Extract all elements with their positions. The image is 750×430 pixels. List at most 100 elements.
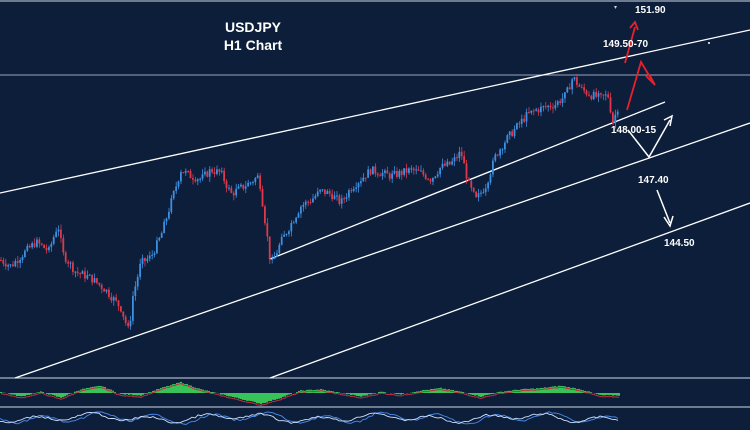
candle-body xyxy=(362,177,365,182)
candle-body xyxy=(518,123,521,125)
oscillator-bar xyxy=(130,393,132,395)
candle-body xyxy=(40,243,43,245)
candle-body xyxy=(88,274,91,276)
oscillator-bar xyxy=(170,385,172,393)
candle-body xyxy=(494,154,497,161)
candle-body xyxy=(163,221,165,234)
oscillator-bar xyxy=(48,393,50,395)
candle-body xyxy=(259,175,261,189)
candle-body xyxy=(160,233,163,238)
candle-body xyxy=(398,170,401,177)
oscillator-bar xyxy=(50,393,52,395)
chart-title: USDJPY xyxy=(225,19,282,35)
oscillator-bar xyxy=(120,393,122,394)
candle-body xyxy=(220,170,223,172)
candle-body xyxy=(48,247,50,251)
oscillator-bar xyxy=(494,393,496,394)
candle-body xyxy=(153,253,156,255)
candle-body xyxy=(552,107,554,109)
candle-body xyxy=(400,170,403,175)
candle-body xyxy=(297,213,300,218)
oscillator-bar xyxy=(608,393,610,396)
candle-body xyxy=(50,243,53,248)
oscillator-bar xyxy=(240,393,242,400)
candle-body xyxy=(91,274,93,283)
oscillator-bar xyxy=(402,393,404,394)
oscillator-bar xyxy=(610,393,612,395)
oscillator-bar xyxy=(230,393,232,397)
oscillator-bar xyxy=(100,386,102,393)
candle-body xyxy=(278,244,281,254)
candle-body xyxy=(384,170,386,173)
candle-body xyxy=(129,320,132,327)
oscillator-bar xyxy=(470,393,472,395)
oscillator-bar xyxy=(194,387,196,393)
oscillator-bar xyxy=(164,386,166,393)
oscillator-bar xyxy=(506,391,508,393)
candle-body xyxy=(60,229,62,239)
oscillator-bar xyxy=(232,393,234,398)
oscillator-bar xyxy=(378,391,380,393)
candle-body xyxy=(108,289,110,297)
candle-body xyxy=(525,112,528,122)
oscillator-bar xyxy=(54,393,56,396)
oscillator-bar xyxy=(556,386,558,393)
candle-body xyxy=(69,262,72,264)
candle-body xyxy=(535,109,537,111)
oscillator-bar xyxy=(252,393,254,402)
candle-body xyxy=(175,186,177,191)
oscillator-bar xyxy=(394,393,396,394)
oscillator-bar xyxy=(236,393,238,398)
oscillator-bar xyxy=(144,393,146,394)
candle-body xyxy=(16,261,19,263)
candle-body xyxy=(468,178,470,181)
white-arrow-up-head xyxy=(663,114,674,127)
oscillator-bar xyxy=(32,393,34,394)
candle-body xyxy=(110,296,113,301)
candle-body xyxy=(304,201,307,205)
oscillator-bar xyxy=(10,393,12,395)
candle-body xyxy=(571,79,573,90)
candle-body xyxy=(376,173,379,176)
candle-body xyxy=(410,168,413,170)
candle-body xyxy=(290,223,293,232)
oscillator-bar xyxy=(192,386,194,393)
oscillator-bar xyxy=(548,387,550,393)
candle-body xyxy=(559,101,561,103)
oscillator-bar xyxy=(478,393,480,397)
candle-body xyxy=(62,238,65,253)
oscillator-bar xyxy=(572,387,574,393)
oscillator-bar xyxy=(222,393,224,395)
oscillator-bar xyxy=(22,393,24,397)
candle-body xyxy=(424,174,427,179)
oscillator-bar xyxy=(498,391,500,393)
candle-body xyxy=(103,288,105,292)
candle-body xyxy=(112,297,115,301)
oscillator-bar xyxy=(88,387,90,393)
candle-body xyxy=(607,94,609,98)
candle-body xyxy=(532,110,535,112)
oscillator-bar xyxy=(364,393,366,396)
candle-body xyxy=(544,106,547,108)
oscillator-bar xyxy=(228,393,230,397)
candle-body xyxy=(38,239,41,244)
oscillator-bar xyxy=(92,386,94,393)
oscillator-bar xyxy=(30,393,32,395)
candle-body xyxy=(379,175,381,177)
oscillator-bar xyxy=(64,393,66,397)
oscillator-bar xyxy=(460,391,462,393)
oscillator-bar xyxy=(160,387,162,393)
candle-body xyxy=(396,170,398,177)
candle-body xyxy=(196,179,199,182)
oscillator-bar xyxy=(74,391,76,393)
candle-body xyxy=(268,236,271,260)
oscillator-bar xyxy=(18,393,20,396)
candle-body xyxy=(127,322,129,327)
oscillator-bar xyxy=(384,392,386,393)
oscillator-bar xyxy=(380,391,382,393)
oscillator-bar xyxy=(106,388,108,393)
oscillator-bar xyxy=(284,393,286,397)
candle-body xyxy=(7,265,9,267)
candle-body xyxy=(180,172,182,182)
candle-body xyxy=(316,191,319,197)
